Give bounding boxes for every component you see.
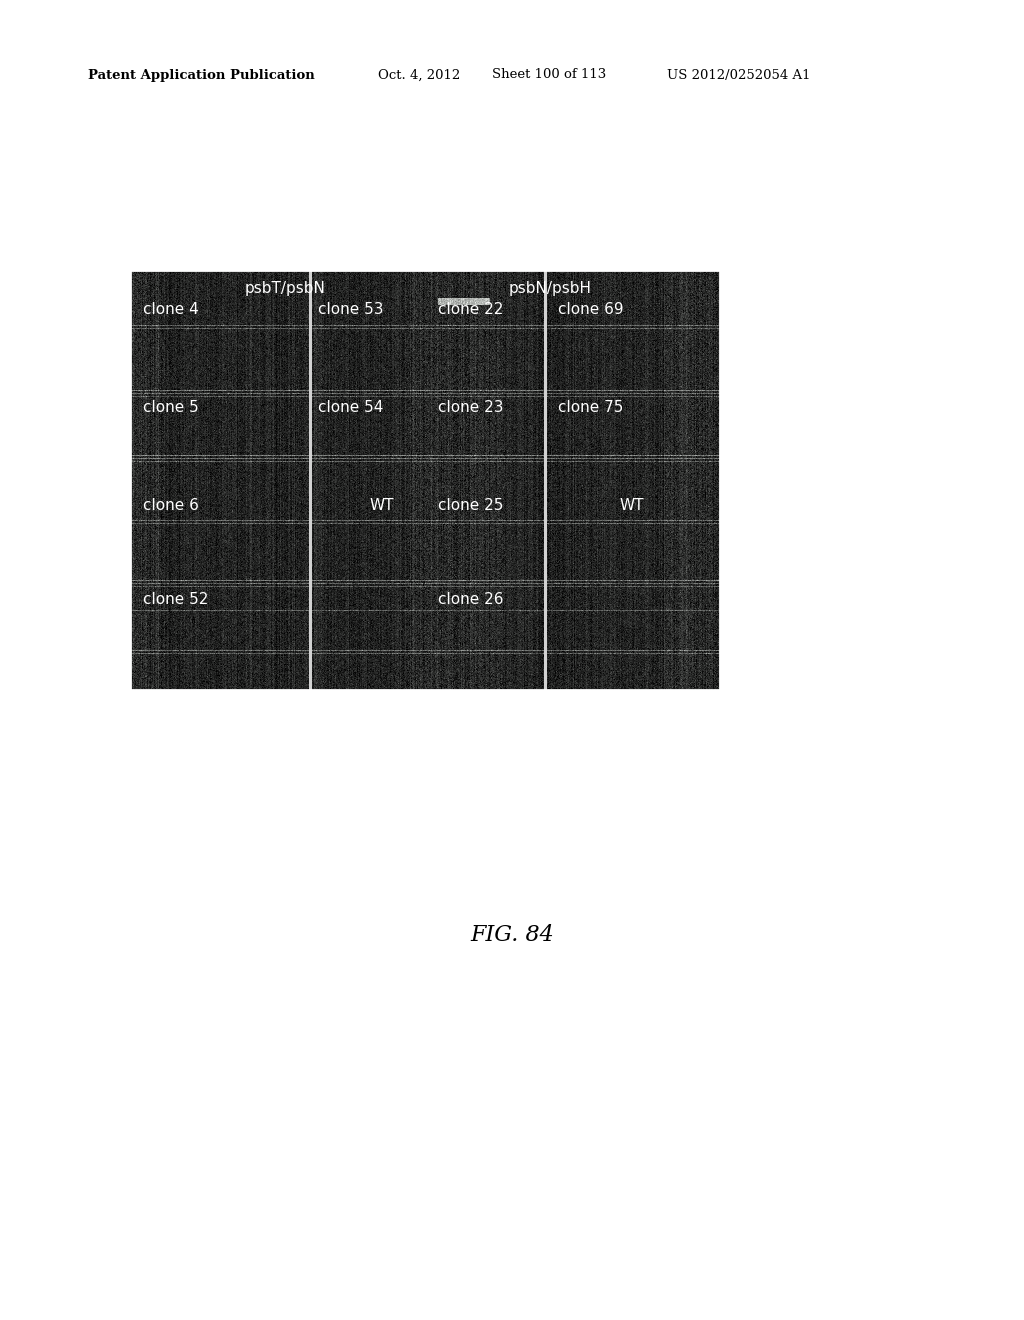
Text: psbT/psbN: psbT/psbN [245, 281, 326, 296]
Text: clone 75: clone 75 [558, 400, 624, 416]
Text: clone 23: clone 23 [438, 400, 504, 416]
Text: clone 54: clone 54 [318, 400, 383, 416]
Text: Sheet 100 of 113: Sheet 100 of 113 [492, 69, 606, 82]
Text: psbN/psbH: psbN/psbH [509, 281, 592, 296]
Text: clone 6: clone 6 [143, 498, 199, 512]
Text: clone 52: clone 52 [143, 593, 208, 607]
Text: clone 5: clone 5 [143, 400, 199, 416]
Text: Patent Application Publication: Patent Application Publication [88, 69, 314, 82]
Text: clone 25: clone 25 [438, 498, 504, 512]
Text: FIG. 84: FIG. 84 [470, 924, 554, 946]
Text: clone 69: clone 69 [558, 302, 624, 318]
Text: clone 26: clone 26 [438, 593, 504, 607]
Text: clone 4: clone 4 [143, 302, 199, 318]
Text: clone 53: clone 53 [318, 302, 384, 318]
Text: Oct. 4, 2012: Oct. 4, 2012 [378, 69, 460, 82]
Text: WT: WT [370, 498, 394, 512]
Text: clone 22: clone 22 [438, 302, 504, 318]
Text: WT: WT [620, 498, 644, 512]
Text: US 2012/0252054 A1: US 2012/0252054 A1 [667, 69, 811, 82]
